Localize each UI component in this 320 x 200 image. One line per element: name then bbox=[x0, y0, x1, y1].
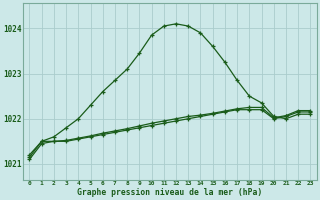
X-axis label: Graphe pression niveau de la mer (hPa): Graphe pression niveau de la mer (hPa) bbox=[77, 188, 263, 197]
